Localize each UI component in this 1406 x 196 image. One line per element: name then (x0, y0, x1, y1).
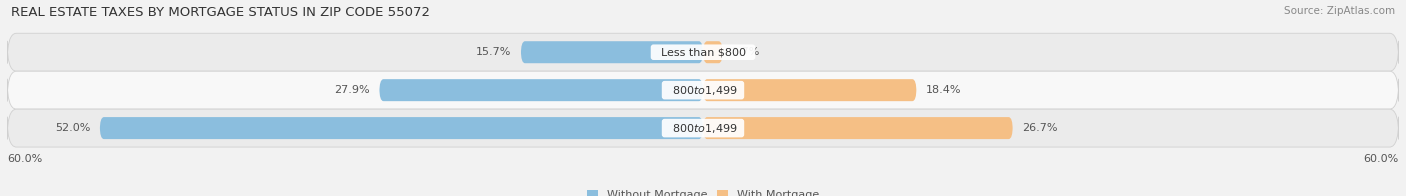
FancyBboxPatch shape (7, 71, 1399, 109)
FancyBboxPatch shape (520, 41, 703, 63)
FancyBboxPatch shape (100, 117, 703, 139)
Text: 60.0%: 60.0% (1364, 154, 1399, 164)
FancyBboxPatch shape (380, 79, 703, 101)
Text: 26.7%: 26.7% (1022, 123, 1057, 133)
Text: Less than $800: Less than $800 (654, 47, 752, 57)
FancyBboxPatch shape (7, 33, 1399, 71)
Text: 27.9%: 27.9% (335, 85, 370, 95)
FancyBboxPatch shape (7, 109, 1399, 147)
Text: 52.0%: 52.0% (55, 123, 90, 133)
Text: $800 to $1,499: $800 to $1,499 (665, 122, 741, 135)
Text: 1.7%: 1.7% (733, 47, 761, 57)
FancyBboxPatch shape (703, 79, 917, 101)
Text: 60.0%: 60.0% (7, 154, 42, 164)
Text: $800 to $1,499: $800 to $1,499 (665, 84, 741, 97)
Text: Source: ZipAtlas.com: Source: ZipAtlas.com (1284, 6, 1395, 16)
Text: 15.7%: 15.7% (477, 47, 512, 57)
FancyBboxPatch shape (703, 41, 723, 63)
Legend: Without Mortgage, With Mortgage: Without Mortgage, With Mortgage (582, 185, 824, 196)
FancyBboxPatch shape (703, 117, 1012, 139)
Text: REAL ESTATE TAXES BY MORTGAGE STATUS IN ZIP CODE 55072: REAL ESTATE TAXES BY MORTGAGE STATUS IN … (11, 6, 430, 19)
Text: 18.4%: 18.4% (925, 85, 962, 95)
